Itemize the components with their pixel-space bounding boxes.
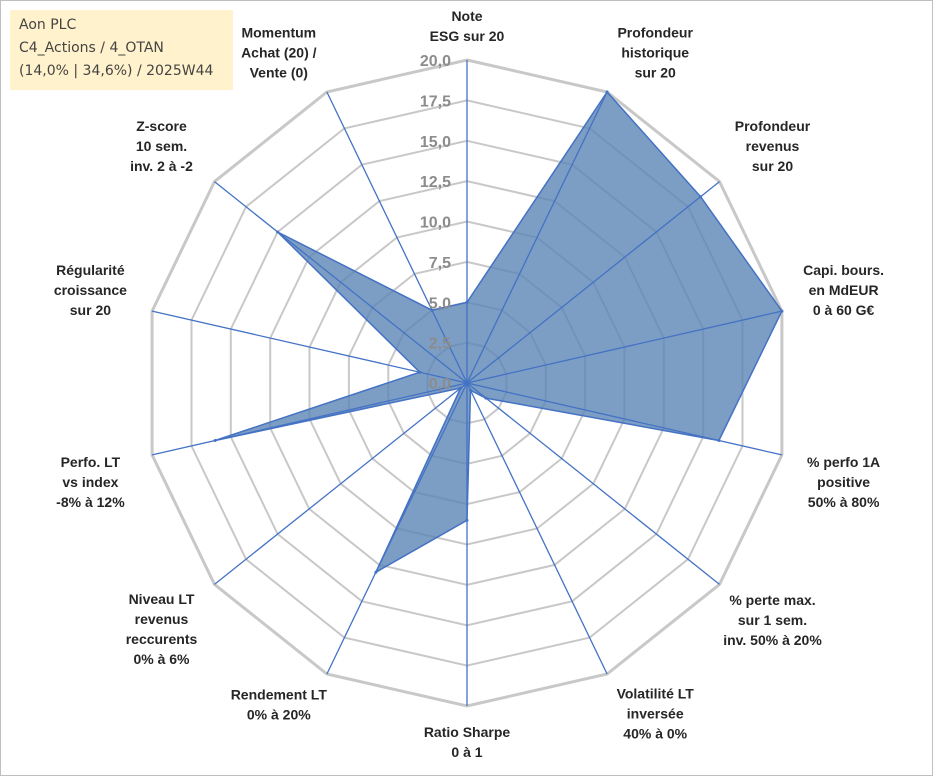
axis-label-1: Profondeur historique sur 20 <box>617 24 693 80</box>
spoke-8 <box>326 382 468 675</box>
tick-label-1: 2,5 <box>429 336 451 353</box>
spoke-9 <box>214 382 468 585</box>
category-path: C4_Actions / 4_OTAN <box>19 40 164 56</box>
tick-label-8: 20,0 <box>420 53 451 70</box>
spoke-6 <box>466 382 608 675</box>
radar-axis-labels: Note ESG sur 20 Profondeur historique sur 20… <box>54 8 884 760</box>
spoke-4 <box>466 382 783 456</box>
tick-label-2: 5,0 <box>429 295 451 312</box>
axis-label-0: Note ESG sur 20 <box>430 8 505 44</box>
axis-label-2: Profondeur revenus sur 20 <box>735 118 811 174</box>
spoke-11 <box>151 310 468 384</box>
axis-label-3: Capi. bours. en MdEUR 0 à 60 G€ <box>803 262 884 318</box>
tick-label-0: 0,0 <box>429 376 451 393</box>
spoke-12 <box>214 181 468 384</box>
axis-label-13: Momentum Achat (20) / Vente (0) <box>241 24 317 80</box>
spoke-10 <box>151 382 468 456</box>
radar-spokes <box>151 60 783 706</box>
spoke-5 <box>466 382 720 585</box>
info-box: Aon PLC C4_Actions / 4_OTAN (14,0% | 34,… <box>10 10 233 90</box>
tick-label-3: 7,5 <box>429 255 451 272</box>
axis-label-11: Régularité croissance sur 20 <box>54 262 127 318</box>
axis-label-5: % perte max. sur 1 sem. inv. 50% à 20% <box>723 592 822 648</box>
axis-label-9: Niveau LT revenus reccurents 0% à 6% <box>126 591 198 667</box>
axis-label-8: Rendement LT 0% à 20% <box>231 687 328 723</box>
radar-tick-labels: 0,0 2,5 5,0 7,5 10,0 12,5 15,0 17,5 20,0 <box>420 53 451 393</box>
axis-label-10: Perfo. LT vs index -8% à 12% <box>56 454 125 510</box>
spoke-1 <box>466 91 608 384</box>
company-name: Aon PLC <box>19 17 77 33</box>
axis-label-12: Z-score 10 sem. inv. 2 à -2 <box>130 118 193 174</box>
tick-label-4: 10,0 <box>420 215 451 232</box>
axis-label-7: Ratio Sharpe 0 à 1 <box>424 724 511 760</box>
spoke-13 <box>326 91 468 384</box>
spoke-3 <box>466 310 783 384</box>
axis-label-6: Volatilité LT inversée 40% à 0% <box>617 686 695 742</box>
spoke-2 <box>466 181 720 384</box>
tick-label-7: 17,5 <box>420 93 451 110</box>
tick-label-5: 12,5 <box>420 174 451 191</box>
axis-label-4: % perfo 1A positive 50% à 80% <box>807 454 880 510</box>
tick-label-6: 15,0 <box>420 134 451 151</box>
stats-week: (14,0% | 34,6%) / 2025W44 <box>19 63 214 79</box>
